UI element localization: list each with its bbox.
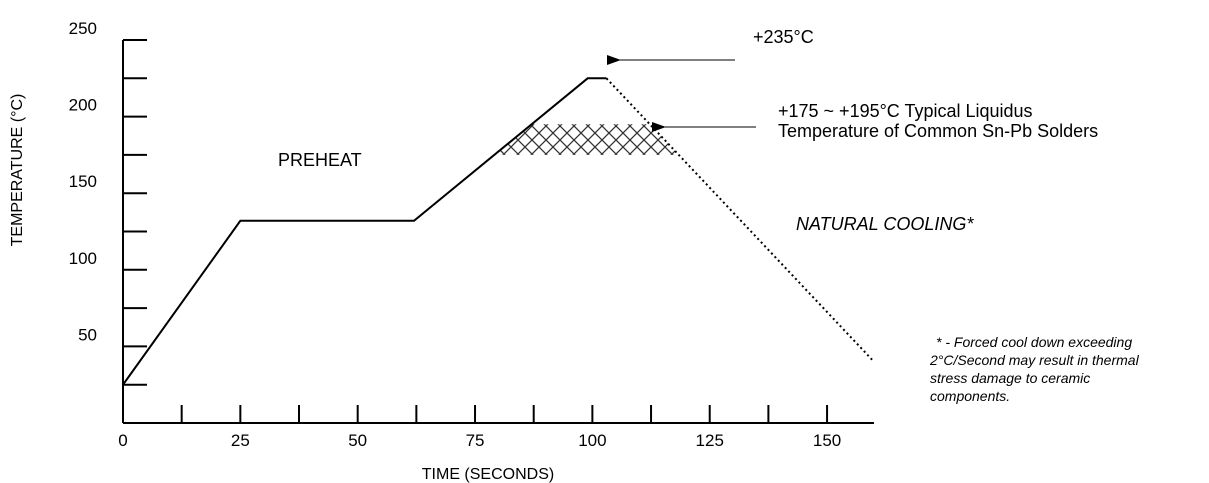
- series-group: [122, 77, 875, 386]
- y-tick-label: 50: [78, 325, 97, 344]
- y-axis-title: TEMPERATURE (°C): [9, 94, 26, 247]
- peak-temp-label: +235°C: [753, 27, 814, 47]
- liquidus-band: [494, 124, 679, 155]
- x-axis-tick-labels: 0 25 50 75 100 125 150: [118, 431, 841, 450]
- x-tick-label: 25: [231, 431, 250, 450]
- preheat-label: PREHEAT: [278, 150, 362, 170]
- y-tick-label: 200: [69, 96, 97, 115]
- footnote-line-2: 2°C/Second may result in thermal: [929, 352, 1140, 368]
- y-tick-label: 150: [69, 172, 97, 191]
- x-axis-title: TIME (SECONDS): [422, 466, 554, 483]
- x-tick-label: 75: [466, 431, 485, 450]
- y-tick-label: 250: [69, 19, 97, 38]
- x-tick-label: 125: [696, 431, 724, 450]
- axes: [122, 40, 874, 424]
- y-axis-ticks: [123, 39, 147, 386]
- footnote-line-3: stress damage to ceramic: [930, 370, 1090, 386]
- x-tick-label: 0: [118, 431, 127, 450]
- natural-cooling-label: NATURAL COOLING*: [796, 214, 974, 234]
- liquidus-label-line1: +175 ~ +195°C Typical Liquidus: [778, 101, 1033, 121]
- x-tick-label: 100: [578, 431, 606, 450]
- liquidus-label-line2: Temperature of Common Sn-Pb Solders: [778, 121, 1098, 141]
- x-axis-ticks: [180, 405, 829, 423]
- x-tick-label: 150: [813, 431, 841, 450]
- y-tick-label: 100: [69, 249, 97, 268]
- x-tick-label: 50: [348, 431, 367, 450]
- reflow-profile-line: [122, 77, 607, 386]
- footnote-line-4: components.: [930, 388, 1010, 404]
- footnote-line-1: * - Forced cool down exceeding: [936, 334, 1132, 350]
- y-axis-tick-labels: 50 100 150 200 250: [69, 19, 97, 344]
